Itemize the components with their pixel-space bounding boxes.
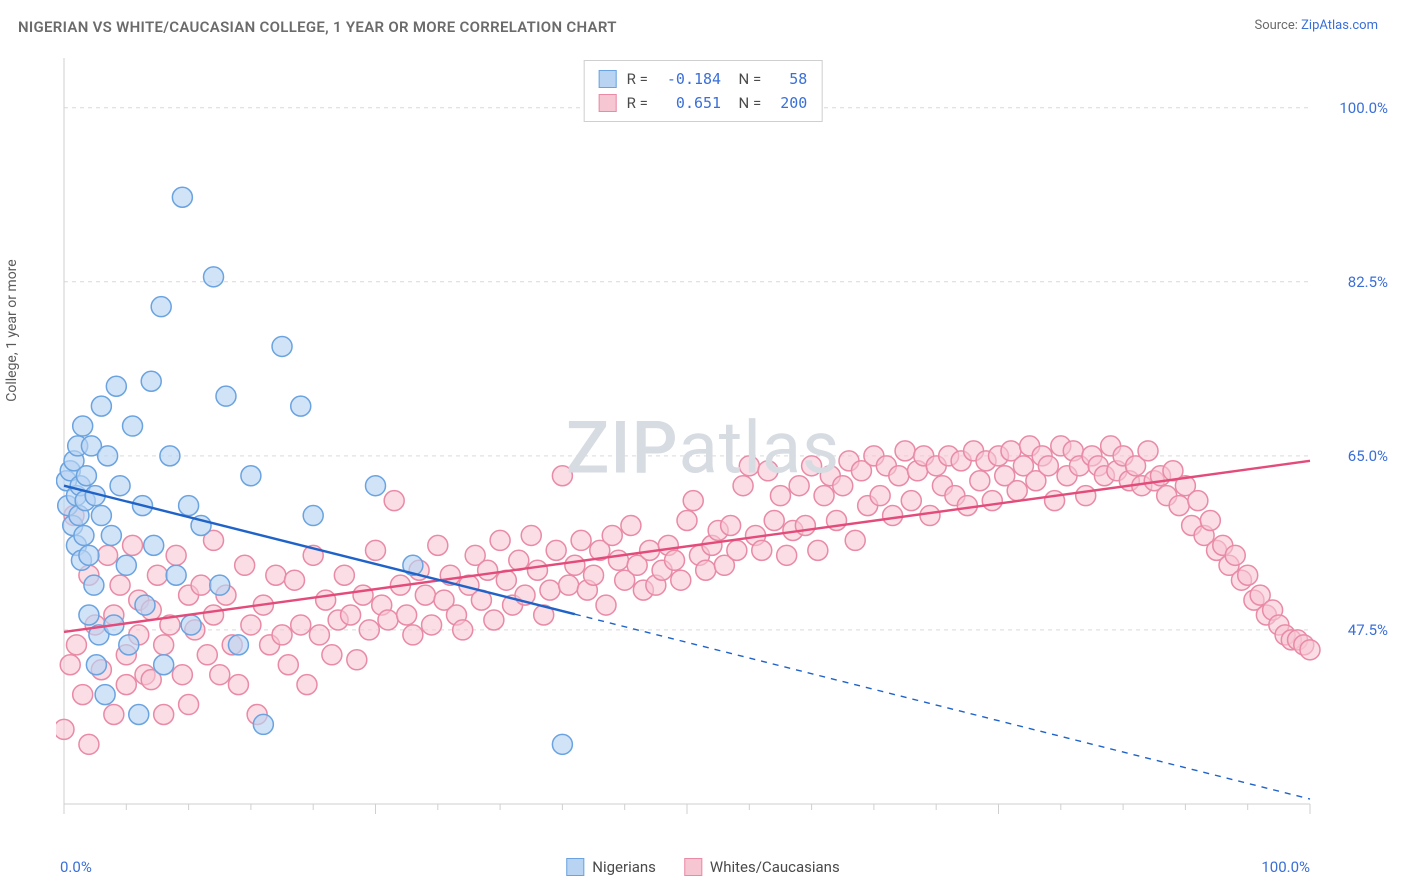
x-axis-min-label: 0.0%	[60, 858, 92, 876]
legend-r-label: R =	[627, 67, 648, 91]
header: NIGERIAN VS WHITE/CAUCASIAN COLLEGE, 1 Y…	[0, 0, 1406, 36]
scatter-plot	[56, 48, 1388, 848]
legend-swatch	[684, 858, 702, 876]
legend-r-label: R =	[627, 91, 648, 115]
legend-n-value: 58	[771, 67, 807, 91]
legend-bottom-item: Whites/Caucasians	[684, 858, 840, 876]
y-axis-tick-label: 100.0%	[1339, 99, 1388, 117]
chart-title: NIGERIAN VS WHITE/CAUCASIAN COLLEGE, 1 Y…	[18, 18, 617, 36]
legend-bottom-label: Whites/Caucasians	[710, 858, 840, 876]
y-axis-tick-label: 82.5%	[1348, 273, 1388, 291]
legend-n-label: N =	[731, 67, 761, 91]
y-axis-label: College, 1 year or more	[4, 259, 20, 401]
legend-swatch	[566, 858, 584, 876]
series-legend: Nigerians Whites/Caucasians	[566, 858, 839, 876]
legend-r-value: -0.184	[658, 67, 721, 91]
legend-top-row: R = -0.184 N = 58	[599, 67, 808, 91]
x-axis-max-label: 100.0%	[1261, 858, 1310, 876]
source-prefix: Source:	[1254, 18, 1301, 33]
y-axis-tick-label: 65.0%	[1348, 447, 1388, 465]
y-axis-tick-label: 47.5%	[1348, 621, 1388, 639]
legend-n-value: 200	[771, 91, 807, 115]
legend-swatch	[599, 94, 617, 112]
legend-bottom-label: Nigerians	[592, 858, 656, 876]
legend-r-value: 0.651	[658, 91, 721, 115]
legend-bottom-item: Nigerians	[566, 858, 656, 876]
legend-n-label: N =	[731, 91, 761, 115]
correlation-legend: R = -0.184 N = 58 R = 0.651 N = 200	[584, 60, 823, 122]
chart-container: College, 1 year or more ZIPatlas R = -0.…	[18, 48, 1388, 882]
legend-top-row: R = 0.651 N = 200	[599, 91, 808, 115]
source-link[interactable]: ZipAtlas.com	[1301, 18, 1378, 33]
legend-swatch	[599, 70, 617, 88]
source-attribution: Source: ZipAtlas.com	[1254, 18, 1378, 33]
